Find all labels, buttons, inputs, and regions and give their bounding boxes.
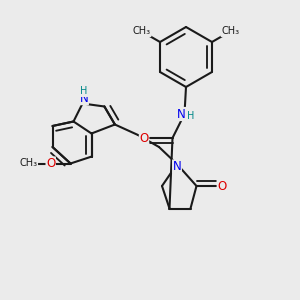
Text: N: N: [172, 160, 182, 173]
Text: CH₃: CH₃: [133, 26, 151, 37]
Text: H: H: [80, 86, 88, 97]
Text: O: O: [46, 157, 55, 170]
Text: H: H: [188, 111, 195, 122]
Text: CH₃: CH₃: [221, 26, 239, 37]
Text: N: N: [80, 92, 88, 105]
Text: CH₃: CH₃: [20, 158, 38, 169]
Text: O: O: [218, 179, 226, 193]
Text: O: O: [140, 131, 148, 145]
Text: N: N: [177, 107, 186, 121]
